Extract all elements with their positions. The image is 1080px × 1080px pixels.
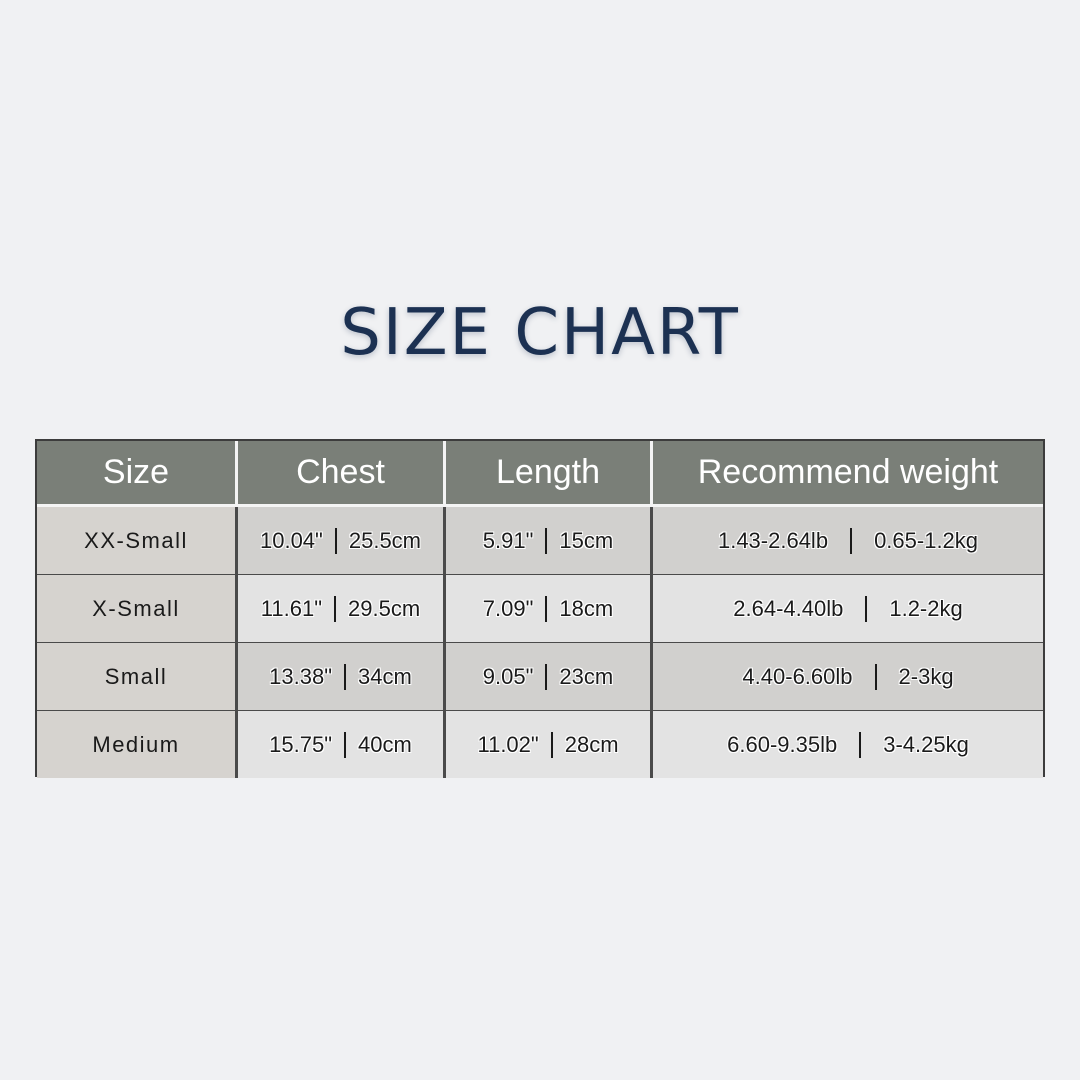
separator bbox=[344, 663, 347, 690]
length-cell: 9.05" 23cm bbox=[446, 643, 653, 710]
weight-imperial: 2.64-4.40lb bbox=[733, 595, 844, 621]
chest-cell: 10.04" 25.5cm bbox=[238, 507, 446, 574]
weight-cell: 4.40-6.60lb 2-3kg bbox=[653, 643, 1043, 710]
chest-imperial: 10.04" bbox=[259, 527, 323, 553]
length-cell: 11.02" 28cm bbox=[446, 711, 653, 778]
chest-imperial: 11.61" bbox=[260, 595, 323, 621]
chest-imperial: 13.38" bbox=[269, 663, 333, 689]
separator bbox=[859, 731, 862, 758]
length-cell: 5.91" 15cm bbox=[446, 507, 653, 574]
weight-imperial: 4.40-6.60lb bbox=[742, 663, 853, 689]
size-cell: XX-Small bbox=[37, 507, 238, 574]
chest-cell: 13.38" 34cm bbox=[238, 643, 446, 710]
length-metric: 23cm bbox=[559, 663, 614, 689]
separator bbox=[865, 595, 868, 622]
chest-imperial: 15.75" bbox=[269, 731, 333, 757]
length-imperial: 9.05" bbox=[482, 663, 534, 689]
length-imperial: 7.09" bbox=[482, 595, 534, 621]
header-chest: Chest bbox=[238, 441, 446, 507]
chest-metric: 25.5cm bbox=[348, 527, 422, 553]
table-row: Small 13.38" 34cm 9.05" 23cm 4.40-6.60lb… bbox=[37, 642, 1043, 710]
separator bbox=[874, 663, 877, 690]
separator bbox=[850, 527, 853, 554]
weight-metric: 3-4.25kg bbox=[883, 731, 969, 757]
size-chart-table: Size Chest Length Recommend weight XX-Sm… bbox=[35, 439, 1045, 778]
weight-cell: 2.64-4.40lb 1.2-2kg bbox=[653, 575, 1043, 642]
chest-cell: 11.61" 29.5cm bbox=[238, 575, 446, 642]
separator bbox=[545, 663, 548, 690]
weight-imperial: 6.60-9.35lb bbox=[727, 731, 838, 757]
header-size: Size bbox=[37, 441, 238, 507]
separator bbox=[550, 731, 553, 758]
weight-metric: 0.65-1.2kg bbox=[874, 527, 979, 553]
separator bbox=[545, 527, 548, 554]
separator bbox=[334, 595, 337, 622]
separator bbox=[344, 731, 347, 758]
weight-metric: 2-3kg bbox=[898, 663, 954, 689]
separator bbox=[334, 527, 337, 554]
table-header: Size Chest Length Recommend weight bbox=[37, 441, 1043, 507]
length-imperial: 5.91" bbox=[482, 527, 534, 553]
header-length: Length bbox=[446, 441, 653, 507]
length-cell: 7.09" 18cm bbox=[446, 575, 653, 642]
page-title: SIZE CHART bbox=[340, 296, 740, 370]
chest-metric: 34cm bbox=[358, 663, 412, 689]
table-row: X-Small 11.61" 29.5cm 7.09" 18cm 2.64-4.… bbox=[37, 574, 1043, 642]
table-row: XX-Small 10.04" 25.5cm 5.91" 15cm 1.43-2… bbox=[37, 507, 1043, 574]
length-metric: 18cm bbox=[559, 595, 614, 621]
length-metric: 15cm bbox=[559, 527, 614, 553]
chest-metric: 29.5cm bbox=[348, 595, 421, 621]
weight-cell: 1.43-2.64lb 0.65-1.2kg bbox=[653, 507, 1043, 574]
chest-cell: 15.75" 40cm bbox=[238, 711, 446, 778]
size-cell: Medium bbox=[37, 711, 238, 778]
chest-metric: 40cm bbox=[358, 731, 412, 757]
weight-metric: 1.2-2kg bbox=[889, 595, 963, 621]
header-weight: Recommend weight bbox=[653, 441, 1043, 507]
length-imperial: 11.02" bbox=[477, 731, 539, 757]
weight-imperial: 1.43-2.64lb bbox=[717, 527, 829, 553]
weight-cell: 6.60-9.35lb 3-4.25kg bbox=[653, 711, 1043, 778]
length-metric: 28cm bbox=[564, 731, 619, 757]
table-row: Medium 15.75" 40cm 11.02" 28cm 6.60-9.35… bbox=[37, 710, 1043, 778]
size-cell: Small bbox=[37, 643, 238, 710]
separator bbox=[545, 595, 548, 622]
size-cell: X-Small bbox=[37, 575, 238, 642]
